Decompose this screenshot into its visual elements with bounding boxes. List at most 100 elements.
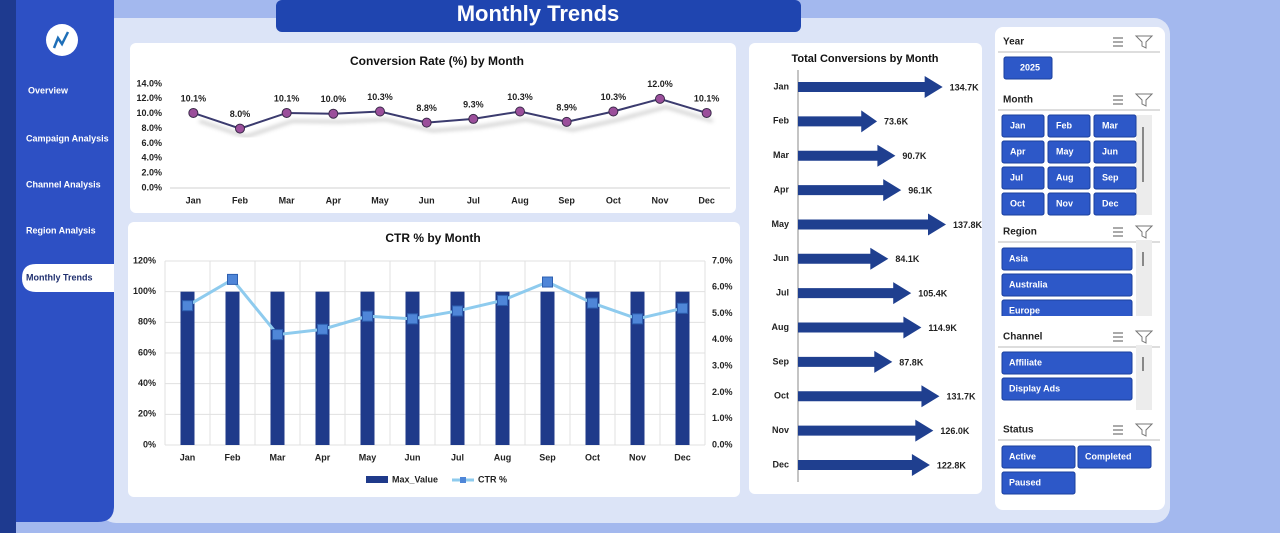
y-tick-label: Apr [774, 184, 790, 194]
nav-item[interactable]: Overview [28, 85, 69, 95]
slicer-button-label: Paused [1009, 477, 1041, 487]
legend-label[interactable]: Max_Value [392, 474, 438, 484]
clear-filter-icon[interactable] [1134, 93, 1154, 107]
slicer-button[interactable] [1093, 166, 1137, 190]
bar [630, 291, 645, 445]
nav-item[interactable]: Region Analysis [26, 225, 96, 235]
slicer-button[interactable] [1001, 351, 1133, 375]
slicer-button[interactable] [1001, 140, 1045, 164]
x-tick-label: Dec [698, 195, 715, 205]
nav-item[interactable]: Channel Analysis [26, 179, 101, 189]
marker [188, 107, 199, 118]
scrollbar [1136, 345, 1152, 410]
arrow-bar [798, 282, 912, 305]
slicer-button[interactable] [1001, 299, 1133, 322]
slicer-button[interactable] [1001, 377, 1133, 401]
slicer-items: Jan Feb Mar Apr May Jun Jul Aug Sep Oct Nov Dec [1001, 114, 1137, 216]
x-tick-label: Mar [279, 195, 296, 205]
y2-tick-label: 5.0% [712, 308, 733, 318]
slicer-button[interactable] [1093, 192, 1137, 216]
slicer-button[interactable] [1001, 114, 1045, 138]
x-tick-label: Mar [269, 452, 286, 462]
title-banner [276, 0, 801, 32]
x-tick-label: Aug [494, 452, 512, 462]
marker [497, 294, 508, 306]
slicer-button-label: May [1056, 146, 1074, 156]
x-tick-label: Nov [629, 452, 646, 462]
scrollbar [1136, 240, 1152, 316]
slicer-button-label: Display Ads [1009, 383, 1060, 393]
y-tick-label: Jan [773, 81, 789, 91]
slicer-button-label: Jan [1010, 120, 1026, 130]
marker [632, 313, 643, 325]
marker [468, 113, 479, 124]
slicer-button[interactable] [1077, 445, 1152, 469]
clear-filter-icon[interactable] [1134, 423, 1154, 437]
bar [315, 291, 330, 445]
slicer-button[interactable] [1001, 445, 1076, 469]
bar [540, 291, 555, 445]
clear-filter-icon[interactable] [1134, 225, 1154, 239]
slicer-button-label: Australia [1009, 279, 1049, 289]
slicer-button[interactable] [1093, 140, 1137, 164]
nav-active [22, 264, 114, 292]
bar [225, 291, 240, 445]
slicer-button[interactable] [1001, 166, 1045, 190]
marker [701, 107, 712, 118]
slicer-button-label: Apr [1010, 146, 1026, 156]
y2-tick-label: 3.0% [712, 361, 733, 371]
slicer-items: Asia Australia Europe [1001, 247, 1133, 322]
bar [360, 291, 375, 445]
slicer-button[interactable] [1093, 114, 1137, 138]
clear-filter-icon[interactable] [1134, 330, 1154, 344]
data-label: 10.0% [321, 94, 347, 104]
slicer-button[interactable] [1001, 471, 1076, 495]
data-label: 96.1K [908, 185, 933, 195]
scroll-thumb[interactable] [1142, 127, 1144, 182]
legend-label[interactable]: CTR % [478, 474, 507, 484]
slicer-button[interactable] [1047, 166, 1091, 190]
arrow-bar [798, 453, 930, 476]
x-tick-label: Jul [467, 195, 480, 205]
bar [495, 291, 510, 445]
legend-swatch [366, 476, 388, 483]
arrow-bar [798, 247, 889, 270]
logo-mark [52, 31, 70, 49]
arrow-bar [798, 385, 940, 408]
scroll-thumb[interactable] [1142, 357, 1144, 371]
marker [281, 107, 292, 118]
data-label: 84.1K [895, 254, 920, 264]
slicer-button[interactable] [1047, 114, 1091, 138]
slicer-button-label: Feb [1056, 120, 1073, 130]
data-label: 8.8% [416, 103, 437, 113]
slicer-button[interactable] [1001, 247, 1133, 271]
data-label: 114.9K [928, 323, 957, 333]
data-label: 90.7K [902, 151, 927, 161]
y-tick-label: 12.0% [136, 93, 162, 103]
y-tick-label: 80% [138, 317, 156, 327]
nav-item[interactable]: Campaign Analysis [26, 133, 109, 143]
arrow-bar [798, 316, 922, 339]
data-label: 10.1% [181, 93, 207, 103]
slicer-button[interactable] [1001, 273, 1133, 297]
slicer-button[interactable] [1003, 56, 1053, 80]
y-tick-label: 6.0% [141, 138, 162, 148]
data-label: 105.4K [918, 289, 948, 299]
x-tick-label: Feb [232, 195, 249, 205]
data-label: 87.8K [899, 357, 924, 367]
nav-item[interactable]: Monthly Trends [26, 272, 93, 282]
y2-tick-label: 7.0% [712, 255, 733, 265]
slicer-button[interactable] [1047, 140, 1091, 164]
clear-filter-icon[interactable] [1134, 35, 1154, 49]
slicer-button-label: Europe [1009, 305, 1040, 315]
y2-tick-label: 2.0% [712, 387, 733, 397]
scroll-thumb[interactable] [1142, 252, 1144, 266]
marker [227, 273, 238, 285]
slicer-button[interactable] [1001, 192, 1045, 216]
x-tick-label: Jan [186, 195, 202, 205]
data-label: 10.1% [274, 93, 300, 103]
slicer-button[interactable] [1047, 192, 1091, 216]
x-tick-label: Dec [674, 452, 691, 462]
data-label: 9.3% [463, 99, 484, 109]
